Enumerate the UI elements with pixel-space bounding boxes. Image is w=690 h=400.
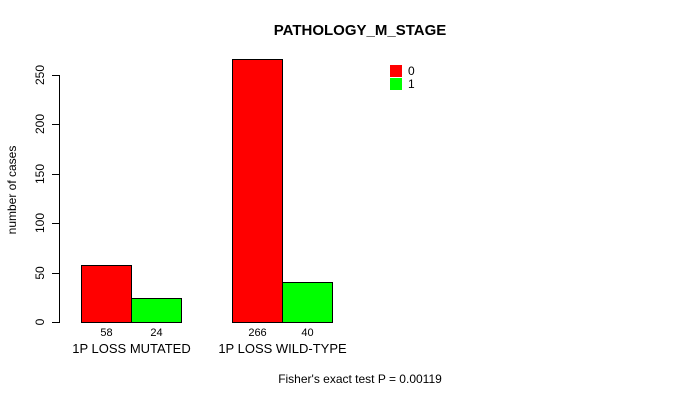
y-axis-tick — [52, 223, 59, 224]
y-axis-tick — [52, 124, 59, 125]
x-category-label: 1P LOSS WILD-TYPE — [218, 341, 347, 356]
bar-value-label: 40 — [301, 327, 314, 339]
y-axis-tick-label: 0 — [33, 318, 47, 326]
bar-1-2 — [282, 282, 333, 323]
legend-label: 1 — [408, 77, 415, 91]
y-axis-tick-label: 250 — [33, 64, 47, 86]
y-axis-tick-label: 50 — [33, 266, 47, 280]
y-axis-tick-label: 100 — [33, 212, 47, 234]
x-category-label: 1P LOSS MUTATED — [72, 341, 191, 356]
y-axis-tick-label: 200 — [33, 113, 47, 135]
chart-title: PATHOLOGY_M_STAGE — [273, 22, 447, 39]
legend-item: 0 — [390, 65, 415, 77]
y-axis-tick — [52, 174, 59, 175]
bar-0-1 — [81, 265, 132, 323]
y-axis-line — [59, 75, 60, 323]
y-axis-tick — [52, 75, 59, 76]
y-axis-tick — [52, 322, 59, 323]
stat-annotation: Fisher's exact test P = 0.00119 — [278, 372, 442, 386]
bar-1-1 — [131, 298, 182, 323]
legend-label: 0 — [408, 64, 415, 78]
y-axis-title: number of cases — [5, 145, 19, 235]
legend-item: 1 — [390, 78, 415, 90]
legend-swatch — [390, 65, 402, 77]
legend-swatch — [390, 78, 402, 90]
y-axis-tick — [52, 273, 59, 274]
y-axis-tick-label: 150 — [33, 163, 47, 185]
bar-0-2 — [232, 59, 283, 323]
bar-value-label: 24 — [150, 327, 163, 339]
bar-value-label: 266 — [248, 327, 267, 339]
bar-value-label: 58 — [100, 327, 113, 339]
